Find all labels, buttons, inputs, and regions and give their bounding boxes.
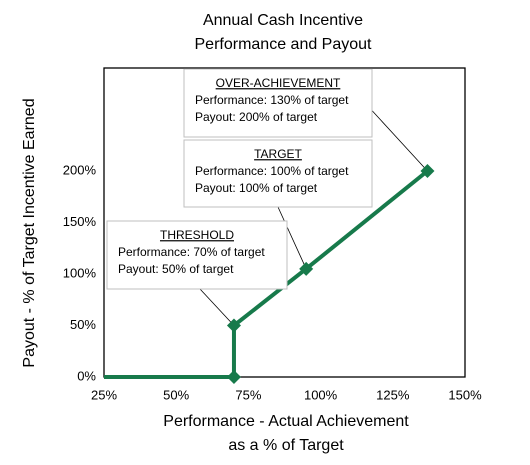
connector <box>365 103 428 172</box>
annotation-box <box>183 139 373 208</box>
connector <box>277 206 307 270</box>
x-axis-title: as a % of Target <box>228 437 344 454</box>
x-tick-label: 125% <box>376 387 410 402</box>
x-tick-label: 100% <box>304 387 338 402</box>
annotation: THRESHOLD Performance: 70% of target Payou… <box>106 220 288 290</box>
chart-title: Performance and Payout <box>195 36 373 53</box>
x-tick-label: 50% <box>163 387 189 402</box>
annotation-box <box>106 220 288 290</box>
marker <box>226 370 241 384</box>
marker <box>226 318 241 333</box>
annotation: TARGET Performance: 100% of target Payout:… <box>183 139 373 208</box>
y-tick-label: 100% <box>63 265 97 280</box>
annotation-title: OVER-ACHIEVEMENT <box>216 76 341 90</box>
annotation-text: Performance: 70% of target <box>118 245 265 259</box>
y-axis-title: Payout - % of Target Incentive Earned <box>21 98 38 367</box>
x-tick-label: 75% <box>235 387 261 402</box>
y-tick-label: 200% <box>63 162 97 177</box>
annotation-text: Performance: 130% of target <box>195 93 349 107</box>
annotation-text: Payout: 100% of target <box>195 181 318 195</box>
y-tick-label: 150% <box>63 214 97 229</box>
x-tick-label: 25% <box>91 387 117 402</box>
marker <box>420 164 435 178</box>
marker <box>299 261 314 276</box>
annotation-box <box>183 68 373 138</box>
x-tick-label: 150% <box>448 387 482 402</box>
y-tick-label: 50% <box>70 317 96 332</box>
annotation-text: Performance: 100% of target <box>195 164 349 178</box>
chart-title: Annual Cash Incentive <box>203 12 363 29</box>
annotation-text: Payout: 50% of target <box>118 262 234 276</box>
y-tick-label: 0% <box>77 368 96 383</box>
annotation-title: THRESHOLD <box>160 228 234 242</box>
plot-area <box>103 67 466 378</box>
connector <box>199 288 235 326</box>
annotation-title: TARGET <box>254 147 302 161</box>
x-axis-title: Performance - Actual Achievement <box>163 413 409 430</box>
annotation-text: Payout: 200% of target <box>195 110 318 124</box>
annotation: OVER-ACHIEVEMENT Performance: 130% of tar… <box>183 68 373 138</box>
